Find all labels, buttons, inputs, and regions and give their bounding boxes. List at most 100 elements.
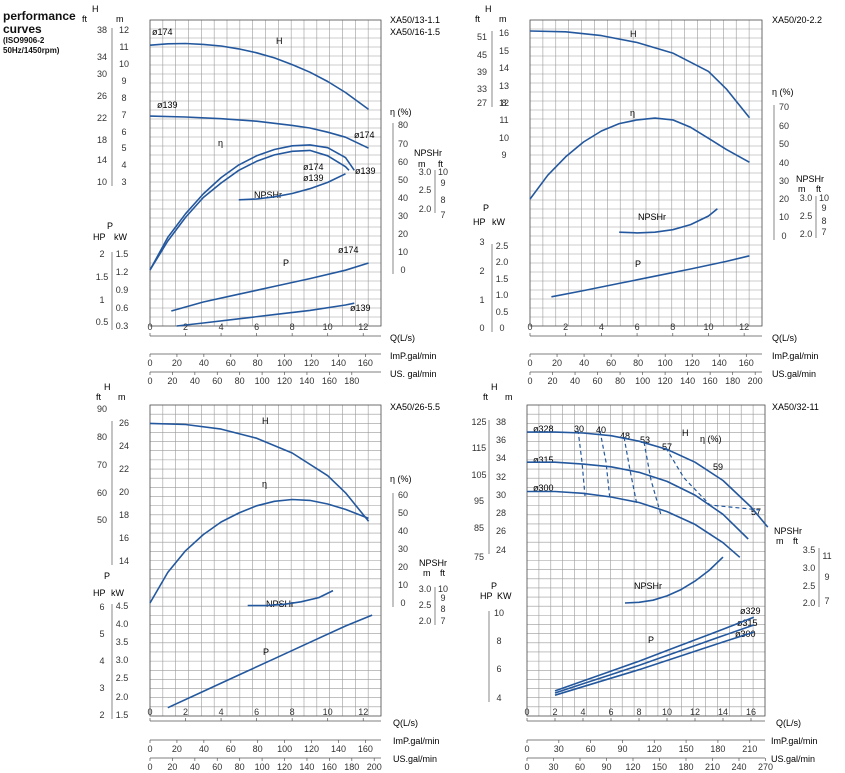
us-tick-label: 160	[322, 376, 337, 386]
x-tick-label: 6	[608, 707, 613, 717]
h-m-tick-label: 15	[499, 46, 509, 56]
p-kw-tick-label: 8	[496, 636, 501, 646]
chart4-p-label: P	[491, 581, 497, 591]
chart1-d174-h: ø174	[152, 27, 173, 37]
chart4-curves	[527, 431, 769, 696]
chart1-d174-h-end: ø174	[354, 130, 375, 140]
us-tick-label: 270	[758, 762, 773, 772]
npsh-ft-tick-label: 9	[440, 178, 445, 188]
npsh-m-tick-label: 3.0	[419, 584, 432, 594]
npsh-m-tick-label: 2.0	[419, 616, 432, 626]
h-m-tick-label: 8	[121, 93, 126, 103]
chart1-d139-eta: ø139	[303, 173, 324, 183]
us-tick-label: 0	[147, 376, 152, 386]
h-m-tick-label: 6	[121, 127, 126, 137]
p-kw-tick-label: 4.5	[116, 601, 129, 611]
eta-tick-label: 0	[400, 265, 405, 275]
curve--174	[149, 144, 355, 271]
imp-tick-label: 100	[658, 358, 673, 368]
curve-p-174	[171, 262, 369, 312]
chart4-d300: ø300	[533, 483, 554, 493]
h-m-tick-label: 16	[119, 533, 129, 543]
imp-tick-label: 20	[172, 358, 182, 368]
eta-tick-label: 30	[398, 544, 408, 554]
p-kw-tick-label: 1.5	[116, 710, 129, 720]
h-m-tick-label: 3	[121, 177, 126, 187]
h-m-tick-label: 4	[121, 160, 126, 170]
chart4-eta40: 40	[596, 425, 606, 435]
eta-tick-label: 0	[400, 598, 405, 608]
us-tick-label: 60	[575, 762, 585, 772]
chart4-npsh-unit: NPSHr	[774, 526, 802, 536]
chart3-hp-label: HP	[93, 588, 106, 598]
npsh-ft-tick-label: 11	[822, 551, 831, 561]
imp-tick-label: 80	[253, 744, 263, 754]
npsh-m-tick-label: 2.5	[800, 211, 813, 221]
h-ft-tick-label: 85	[474, 523, 484, 533]
npsh-ft-tick-label: 7	[440, 616, 445, 626]
eta-tick-label: 0	[781, 231, 786, 241]
p-kw-tick-label: 10	[494, 608, 504, 618]
imp-tick-label: 120	[304, 358, 319, 368]
h-m-tick-label: 24	[119, 441, 129, 451]
h-m-tick-label: 16	[499, 28, 509, 38]
us-tick-label: 120	[658, 376, 673, 386]
chart2-p-label: P	[483, 203, 489, 213]
eta-tick-label: 10	[398, 580, 408, 590]
chart2-p-curve-label: P	[635, 259, 641, 269]
imp-tick-label: 150	[679, 744, 694, 754]
h-m-tick-label: 14	[119, 556, 129, 566]
chart1-x-unit: Q(L/s)	[390, 333, 415, 343]
imp-tick-label: 0	[527, 358, 532, 368]
h-ft-tick-label: 45	[477, 50, 487, 60]
chart2-x-unit: Q(L/s)	[772, 333, 797, 343]
h-m-tick-label: 10	[499, 133, 509, 143]
x-tick-label: 12	[690, 707, 700, 717]
us-tick-label: 140	[299, 376, 314, 386]
imp-tick-label: 30	[554, 744, 564, 754]
curve--139	[149, 149, 350, 271]
us-tick-label: 180	[725, 376, 740, 386]
chart1-curves	[149, 42, 370, 327]
chart3-imp-unit: ImP.gal/min	[393, 736, 439, 746]
eta-tick-label: 50	[779, 139, 789, 149]
h-ft-tick-label: 38	[97, 25, 107, 35]
npsh-m-tick-label: 2.5	[419, 185, 432, 195]
imp-tick-label: 140	[331, 744, 346, 754]
h-m-tick-label: 11	[499, 115, 508, 125]
npsh-m-tick-label: 2.5	[419, 600, 432, 610]
h-m-tick-label: 9	[121, 76, 126, 86]
chart1-h-label: H	[92, 4, 99, 14]
chart2-ft-label: ft	[475, 14, 481, 24]
imp-tick-label: 140	[331, 358, 346, 368]
npsh-ft-tick-label: 9	[824, 572, 829, 582]
h-m-tick-label: 36	[496, 435, 506, 445]
curve-npshr	[619, 208, 718, 234]
x-tick-label: 10	[323, 322, 333, 332]
p-kw-tick-label: 0.3	[116, 321, 129, 331]
h-m-tick-label: 26	[496, 526, 506, 536]
us-tick-label: 80	[235, 762, 245, 772]
chart2-eta-curve-label: η	[630, 108, 635, 118]
eta-tick-label: 40	[398, 193, 408, 203]
eta-isoline	[665, 447, 761, 511]
h-ft-tick-label: 60	[97, 488, 107, 498]
us-tick-label: 60	[593, 376, 603, 386]
us-tick-label: 20	[167, 762, 177, 772]
x-tick-label: 12	[739, 322, 749, 332]
h-m-tick-label: 22	[119, 464, 129, 474]
chart4-imp-unit: ImP.gal/min	[771, 736, 817, 746]
us-tick-label: 90	[601, 762, 611, 772]
x-tick-label: 10	[323, 707, 333, 717]
x-tick-label: 0	[147, 322, 152, 332]
chart2-title: XA50/20-2.2	[772, 15, 822, 25]
chart3-left-axis: 2624222018161490807060504.54.03.53.02.52…	[97, 404, 129, 720]
header-title-line1: performance	[3, 9, 76, 23]
h-m-tick-label: 12	[119, 25, 129, 35]
x-tick-label: 0	[527, 322, 532, 332]
imp-tick-label: 20	[552, 358, 562, 368]
chart2-m-label: m	[499, 14, 507, 24]
chart3-npsh-ft: ft	[440, 568, 446, 578]
